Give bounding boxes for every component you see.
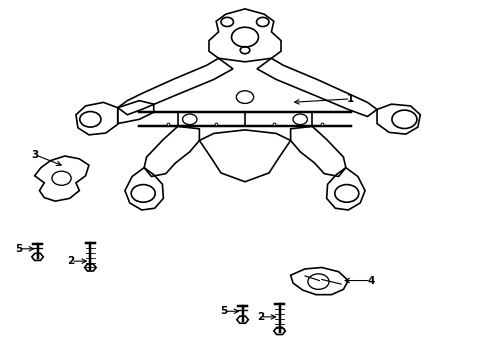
Text: 1: 1 — [347, 94, 354, 104]
Text: 5: 5 — [16, 244, 23, 254]
Text: 2: 2 — [257, 312, 264, 322]
Text: 5: 5 — [220, 306, 227, 316]
Text: 4: 4 — [367, 275, 374, 285]
Text: 2: 2 — [68, 256, 75, 266]
Text: 3: 3 — [31, 150, 38, 159]
